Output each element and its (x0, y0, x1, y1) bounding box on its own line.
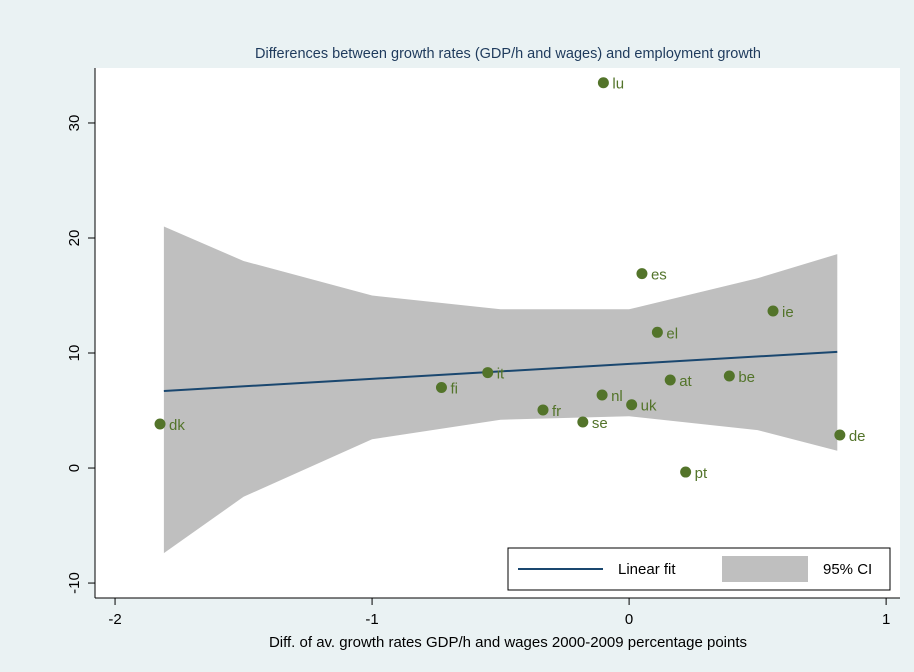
data-point (577, 416, 589, 428)
point-label: at (679, 373, 692, 390)
point-label: ie (782, 304, 794, 321)
x-axis-label: Diff. of av. growth rates GDP/h and wage… (269, 634, 747, 651)
point-label: es (651, 267, 667, 284)
data-point (482, 367, 494, 379)
y-tick-label: -10 (66, 572, 83, 594)
point-label: fr (552, 403, 561, 420)
x-tick-label: 0 (625, 611, 633, 628)
data-point (680, 466, 692, 478)
x-tick-label: 1 (882, 611, 890, 628)
point-label: pt (695, 465, 708, 482)
y-tick-label: 0 (66, 464, 83, 472)
point-label: be (738, 369, 755, 386)
data-point (767, 305, 779, 317)
x-tick-label: -1 (365, 611, 378, 628)
point-label: se (592, 415, 608, 432)
y-tick-label: 30 (66, 115, 83, 132)
data-point (651, 326, 663, 338)
x-tick-label: -2 (108, 611, 121, 628)
y-tick-label: 10 (66, 345, 83, 362)
ci-band (163, 226, 838, 554)
data-point (834, 429, 846, 441)
point-label: nl (611, 388, 623, 405)
data-point (723, 370, 735, 382)
point-label: el (666, 325, 678, 342)
legend-label: Linear fit (618, 561, 676, 578)
data-point (664, 374, 676, 386)
point-label: lu (612, 76, 624, 93)
point-label: de (849, 428, 866, 445)
point-label: dk (169, 417, 185, 434)
data-point (626, 399, 638, 411)
data-point (596, 389, 608, 401)
y-tick-label: 20 (66, 230, 83, 247)
point-label: it (497, 366, 505, 383)
legend-label: 95% CI (823, 561, 872, 578)
point-label: fi (450, 380, 458, 397)
legend-swatch (722, 556, 808, 582)
data-point (154, 418, 166, 430)
data-point (537, 404, 549, 416)
data-point (597, 77, 609, 89)
chart-title: Differences between growth rates (GDP/h … (255, 46, 761, 62)
data-point (435, 382, 447, 394)
point-label: uk (641, 398, 657, 415)
fit-line (163, 350, 838, 392)
data-point (636, 268, 648, 280)
